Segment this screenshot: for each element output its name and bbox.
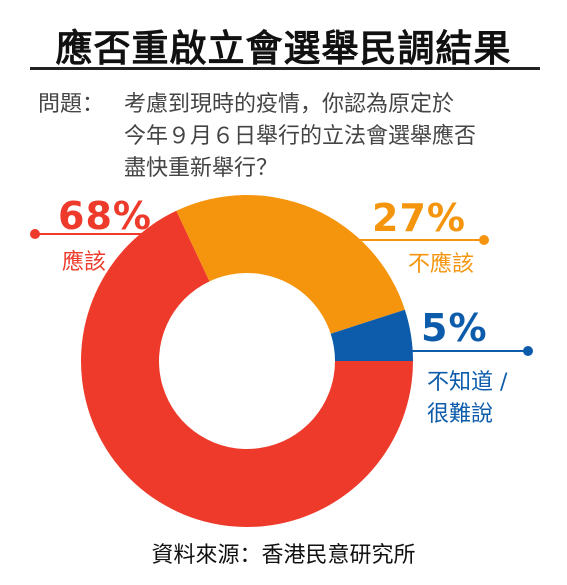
- chart-title: 應否重啟立會選舉民調結果: [55, 26, 512, 70]
- slice-should-not: [176, 195, 405, 334]
- leader-should-not-dot: [479, 235, 489, 245]
- slice-unknown: [330, 309, 413, 361]
- slice-should: [80, 210, 413, 527]
- question-line-2: 今年９月６日舉行的立法會選舉應否: [124, 124, 477, 149]
- pct-label-unknown: 5%: [421, 306, 488, 350]
- pct-label-should-not: 27%: [372, 196, 466, 240]
- title-underline: [30, 67, 540, 70]
- source-note: 資料來源：香港民意研究所: [151, 543, 416, 568]
- category-label-unknown-1: 不知道 /: [427, 370, 508, 395]
- question-line-3: 盡快重新舉行？: [124, 156, 279, 181]
- category-label-should-not: 不應該: [408, 252, 475, 277]
- category-label-unknown-2: 很難說: [427, 402, 494, 427]
- leader-should-dot: [30, 229, 40, 239]
- question-label: 問題：: [38, 92, 105, 117]
- question-line-1: 考慮到現時的疫情，你認為原定於: [124, 92, 455, 117]
- category-label-should: 應該: [62, 250, 107, 275]
- pct-label-should: 68%: [58, 194, 152, 238]
- leader-unknown-dot: [523, 346, 533, 356]
